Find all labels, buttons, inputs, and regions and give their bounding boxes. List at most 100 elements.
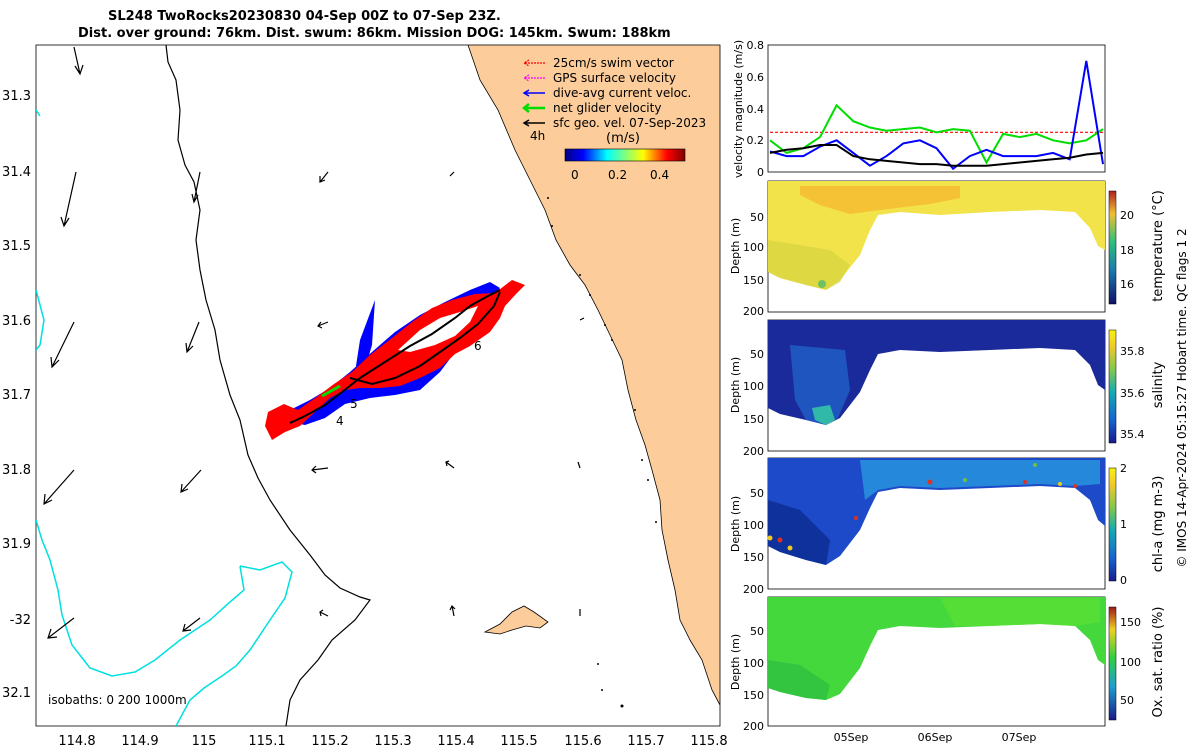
map-ytick: 31.3: [2, 89, 31, 104]
velocity-panel: 0.8 0.6 0.4 0.2 0 velocity magnitude (m/…: [732, 39, 1106, 179]
ox-cb-tick: 100: [1120, 656, 1141, 669]
temp-ylabel: Depth (m): [729, 218, 742, 274]
ox-ylabel: Depth (m): [729, 634, 742, 690]
map-ytick: 31.6: [2, 314, 31, 329]
map-xtick: 115.7: [627, 734, 664, 749]
legend-swim-label: 25cm/s swim vector: [553, 56, 674, 70]
chla-cb-label: chl-a (mg m-3): [1151, 476, 1166, 573]
legend-sfc-label: sfc geo. vel. 07-Sep-2023: [553, 116, 706, 130]
annot-4h: 4h: [530, 129, 545, 143]
map-xaxis: 114.8 114.9 115 115.1 115.2 115.3 115.4 …: [58, 734, 727, 749]
temp-cb-tick: 16: [1120, 278, 1134, 291]
map-legend: 25cm/s swim vector GPS surface velocity …: [521, 56, 706, 182]
depth-tick: 150: [743, 689, 764, 702]
chla-spikes: [767, 463, 1077, 551]
salinity-panel: 35.8 35.6 35.4 salinity 50 100 150 200 D…: [729, 319, 1166, 458]
vel-ytick: 0: [757, 166, 764, 179]
temperature-cold-spot: [818, 280, 826, 288]
depth-tick: 150: [743, 413, 764, 426]
time-xticks: 05Sep 06Sep 07Sep: [834, 731, 1037, 744]
salinity-mixed: [790, 345, 850, 425]
time-xtick: 06Sep: [918, 731, 953, 744]
map-xtick: 114.8: [58, 734, 95, 749]
salinity-cb-label: salinity: [1151, 361, 1166, 408]
velocity-series-net-glider-velocity: [769, 103, 1104, 165]
track-line: [289, 289, 501, 424]
oxygen-colorbar: [1108, 606, 1117, 721]
time-xtick: 07Sep: [1002, 731, 1037, 744]
speed-colorbar: [564, 148, 686, 162]
chla-surface: [860, 460, 1100, 500]
map-yaxis: 31.3 31.4 31.5 31.6 31.7 31.8 31.9 -32 3…: [2, 89, 31, 701]
depth-tick: 50: [750, 348, 764, 361]
sfc-geo-arrows: [43, 46, 585, 639]
temp-yticks: 50 100 150 200: [743, 211, 764, 318]
salinity-field: [768, 320, 1105, 425]
sal-cb-tick: 35.8: [1120, 345, 1145, 358]
chla-panel: 2 1 0 chl-a (mg m-3) 50 100 150 200 Dept…: [729, 457, 1166, 596]
map-ytick: 31.7: [2, 388, 31, 403]
isobath-200m: [165, 45, 371, 726]
legend-net: net glider velocity: [521, 101, 661, 115]
colorbar-tick-0: 0: [571, 168, 579, 182]
temperature-cb-label: temperature (°C): [1151, 190, 1166, 302]
oxygen-deep: [768, 660, 830, 700]
legend-net-label: net glider velocity: [553, 101, 661, 115]
chla-cb-tick: 2: [1120, 462, 1127, 475]
oxygen-cb-label: Ox. sat. ratio (%): [1151, 607, 1166, 718]
map-xtick: 115.5: [500, 734, 537, 749]
isobath-1000m: [36, 109, 293, 726]
depth-tick: 100: [743, 241, 764, 254]
temperature-warm-band: [800, 186, 960, 214]
depth-tick: 150: [743, 551, 764, 564]
colorbar-unit: (m/s): [606, 131, 640, 146]
coast-rocks: [547, 197, 657, 708]
sal-ylabel: Depth (m): [729, 357, 742, 413]
temperature-deep: [768, 240, 850, 290]
map-xtick: 115.6: [564, 734, 601, 749]
vel-ytick: 0.4: [747, 103, 765, 116]
legend-gps-label: GPS surface velocity: [553, 71, 676, 85]
chla-yticks: 50 100 150 200: [743, 487, 764, 596]
time-xtick: 05Sep: [834, 731, 869, 744]
map-xtick: 115.1: [248, 734, 285, 749]
salinity-colorbar: [1108, 329, 1117, 444]
land-mass: [467, 45, 720, 706]
isobath-note: isobaths: 0 200 1000m: [48, 693, 187, 707]
map-xtick: 115.2: [311, 734, 348, 749]
sal-yticks: 50 100 150 200: [743, 348, 764, 458]
map-xtick: 115.3: [374, 734, 411, 749]
ox-cb-tick: 50: [1120, 694, 1134, 707]
vel-ytick: 0.6: [747, 71, 765, 84]
ox-yticks: 50 100 150 200: [743, 625, 764, 733]
map-xtick: 115.8: [690, 734, 727, 749]
vel-ytick: 0.2: [747, 134, 765, 147]
map-panel: 4h 6 5 4 isobaths: 0 200 1000m 25cm/s sw…: [2, 44, 728, 749]
velocity-yticks: 0.8 0.6 0.4 0.2 0: [747, 39, 765, 179]
salinity-fresh: [812, 405, 835, 425]
oxygen-surface: [940, 598, 1100, 626]
figure-title-line2: Dist. over ground: 76km. Dist. swum: 86k…: [78, 26, 671, 41]
depth-tick: 100: [743, 657, 764, 670]
sal-cb-tick: 35.6: [1120, 387, 1145, 400]
temperature-colorbar: [1108, 190, 1117, 305]
rottnest-island: [483, 605, 549, 635]
depth-tick: 200: [743, 720, 764, 733]
depth-tick: 100: [743, 380, 764, 393]
sal-cb-tick: 35.4: [1120, 428, 1145, 441]
chla-cb-ticks: 2 1 0: [1120, 462, 1127, 587]
chla-cb-tick: 1: [1120, 518, 1127, 531]
ox-cb-tick: 150: [1120, 616, 1141, 629]
temp-cb-tick: 20: [1120, 209, 1134, 222]
annot-4: 4: [336, 414, 344, 428]
figure-title-line1: SL248 TwoRocks20230830 04-Sep 00Z to 07-…: [108, 9, 501, 24]
map-ytick: 32.1: [2, 686, 31, 701]
salinity-cb-ticks: 35.8 35.6 35.4: [1120, 345, 1145, 441]
oxygen-cb-ticks: 150 100 50: [1120, 616, 1141, 707]
map-ytick: 31.5: [2, 239, 31, 254]
map-ytick: 31.4: [2, 165, 31, 180]
oxygen-panel: 150 100 50 Ox. sat. ratio (%) 50 100 150…: [729, 596, 1166, 744]
velocity-series-sfc-geo-vel: [769, 144, 1104, 167]
